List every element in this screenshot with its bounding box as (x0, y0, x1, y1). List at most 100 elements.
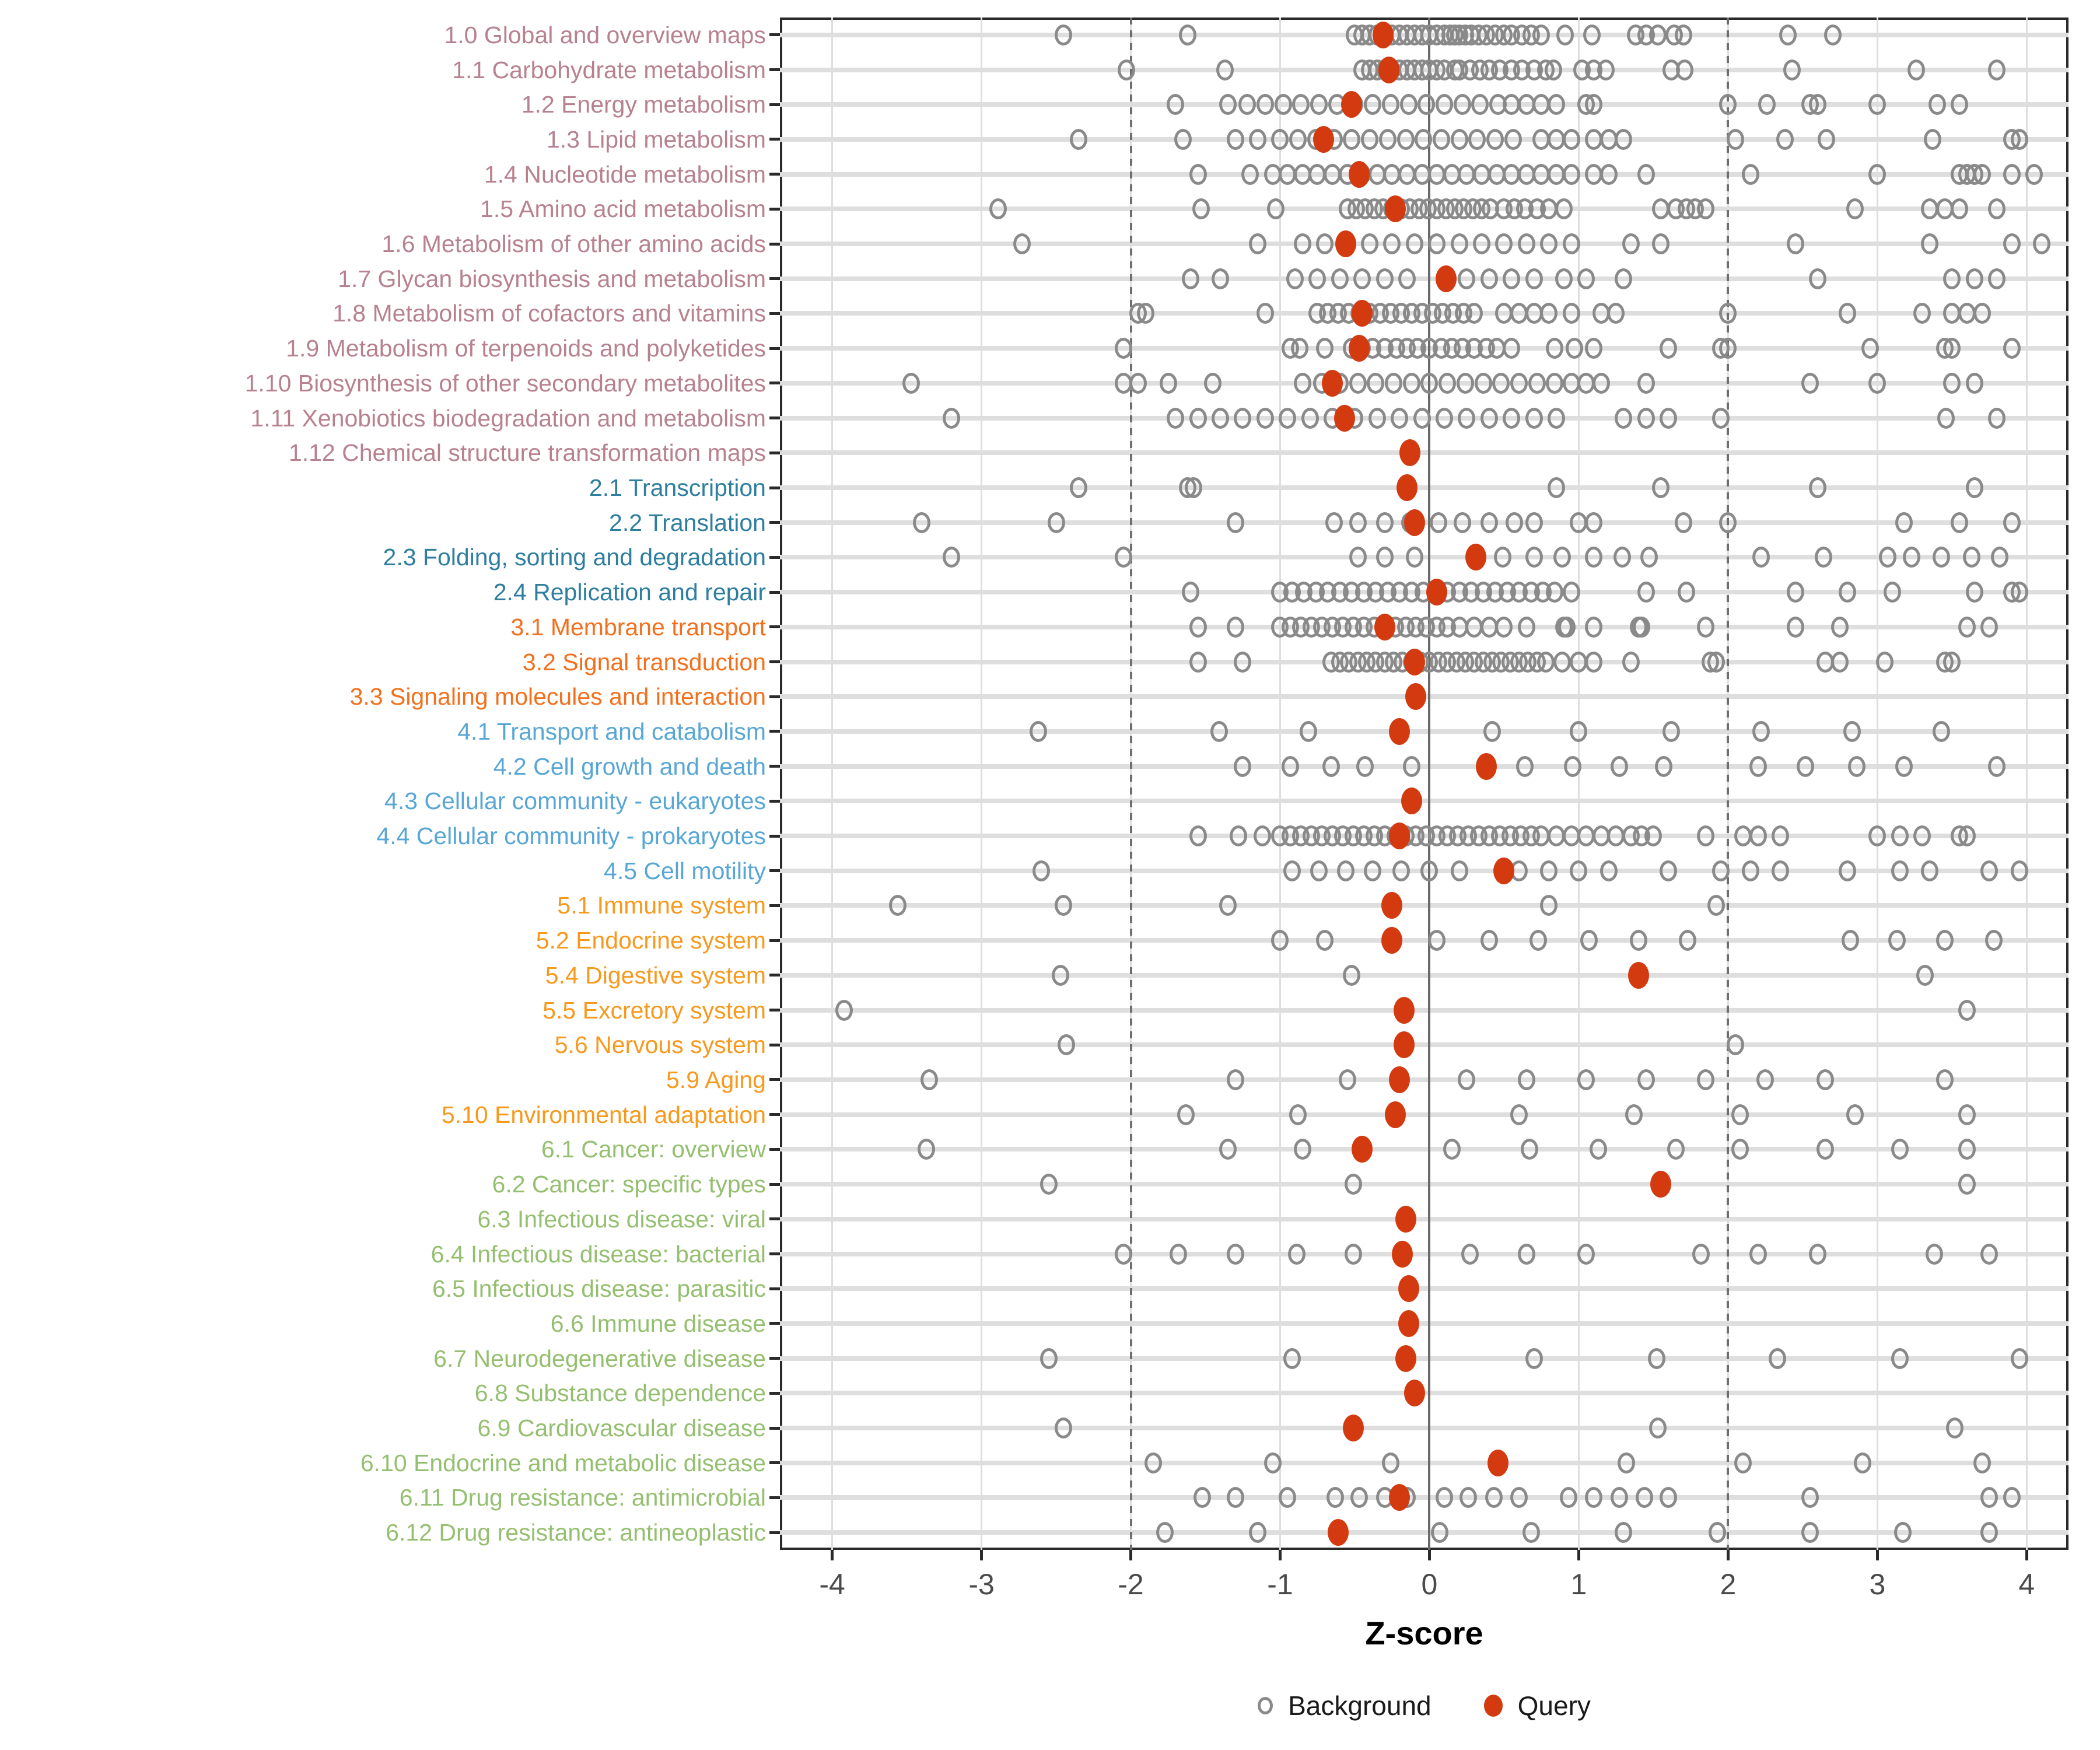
background-point (1615, 268, 1633, 289)
y-tick (769, 1113, 780, 1116)
background-point (1570, 720, 1588, 742)
background-point (1292, 94, 1310, 116)
y-tick (769, 138, 780, 141)
query-point (1334, 404, 1355, 432)
background-point (1436, 407, 1454, 429)
background-point (1480, 930, 1498, 951)
background-point (1256, 94, 1274, 116)
background-point (1749, 1243, 1767, 1265)
background-point (1615, 407, 1633, 429)
row-label: 6.5 Infectious disease: parasitic (432, 1275, 766, 1303)
background-point (1415, 128, 1433, 150)
background-point (1756, 1069, 1774, 1090)
background-point (1548, 94, 1566, 116)
row-gridline (780, 764, 2068, 769)
background-point (1170, 1243, 1188, 1265)
background-point (1344, 1243, 1362, 1265)
background-point (1436, 1487, 1454, 1508)
query-legend-icon (1483, 1695, 1503, 1717)
row-label: 2.3 Folding, sorting and degradation (383, 544, 766, 571)
background-point (1402, 372, 1420, 394)
background-point (1958, 825, 1976, 847)
x-tick-label: 2 (1720, 1568, 1737, 1601)
background-point (1156, 1522, 1174, 1544)
background-point (1965, 372, 1983, 394)
legend-label-query: Query (1517, 1690, 1591, 1721)
background-point (1920, 233, 1938, 255)
background-point (1316, 338, 1334, 359)
y-tick (769, 1496, 780, 1499)
background-point (1894, 1522, 1912, 1544)
background-point (1951, 198, 1969, 220)
row-label: 1.2 Energy metabolism (521, 91, 766, 118)
background-point (1343, 128, 1361, 150)
background-point (1868, 825, 1887, 847)
background-point (1396, 128, 1415, 150)
background-point (1343, 964, 1361, 986)
background-point (1520, 1139, 1538, 1160)
background-point (1503, 268, 1521, 289)
background-point (1946, 1418, 1964, 1439)
background-point (1495, 616, 1513, 638)
background-point (1392, 860, 1410, 881)
background-point (920, 1069, 938, 1090)
background-point (1958, 999, 1976, 1021)
background-point (1376, 547, 1394, 568)
background-point (1381, 1452, 1399, 1474)
background-point (1553, 651, 1572, 673)
background-point (1637, 163, 1655, 185)
background-point (1405, 233, 1423, 255)
y-tick (769, 869, 780, 873)
background-point (1301, 407, 1319, 429)
background-point (1842, 930, 1860, 951)
background-point (1752, 720, 1770, 742)
background-point (1958, 1139, 1976, 1160)
background-point (1839, 303, 1857, 324)
background-point (1831, 651, 1849, 673)
row-label: 5.5 Excretory system (542, 996, 766, 1024)
background-point (1839, 860, 1857, 881)
background-point (1249, 233, 1267, 255)
y-tick (769, 103, 780, 106)
background-point (1846, 1104, 1864, 1125)
query-point (1381, 927, 1403, 954)
background-point (1580, 930, 1598, 951)
query-point (1401, 788, 1422, 815)
y-tick (769, 939, 780, 942)
row-label: 5.4 Digestive system (545, 961, 766, 989)
background-point (1256, 407, 1274, 429)
background-point (1709, 1522, 1727, 1544)
y-tick (769, 1182, 780, 1186)
background-point (1712, 407, 1730, 429)
background-point (1194, 1487, 1212, 1508)
row-gridline (780, 1495, 2068, 1500)
row-gridline (780, 1147, 2068, 1152)
background-point (1562, 233, 1580, 255)
background-point (1337, 860, 1355, 881)
y-tick (769, 242, 780, 246)
background-point (1391, 407, 1409, 429)
background-point (1831, 616, 1849, 638)
background-point (1562, 163, 1580, 185)
background-point (1450, 233, 1468, 255)
background-point (1988, 755, 2006, 777)
background-point (2003, 1487, 2021, 1508)
background-point (1895, 512, 1913, 533)
row-label: 4.4 Cellular community - prokaryotes (376, 822, 766, 850)
background-point (1361, 128, 1379, 150)
background-point (1585, 547, 1603, 568)
background-point (1667, 1139, 1685, 1160)
background-point (2003, 233, 2021, 255)
background-point (1937, 407, 1955, 429)
background-point (1876, 651, 1894, 673)
background-point (1137, 303, 1155, 324)
legend: Background Query (780, 1690, 2068, 1721)
background-point (1290, 338, 1308, 359)
query-point (1342, 1415, 1364, 1442)
row-label: 1.8 Metabolism of cofactors and vitamins (332, 300, 766, 327)
background-point (1783, 59, 1801, 80)
y-tick (769, 1043, 780, 1046)
background-point (1308, 268, 1326, 289)
threshold-line (1727, 18, 1730, 1550)
background-point (913, 512, 931, 533)
